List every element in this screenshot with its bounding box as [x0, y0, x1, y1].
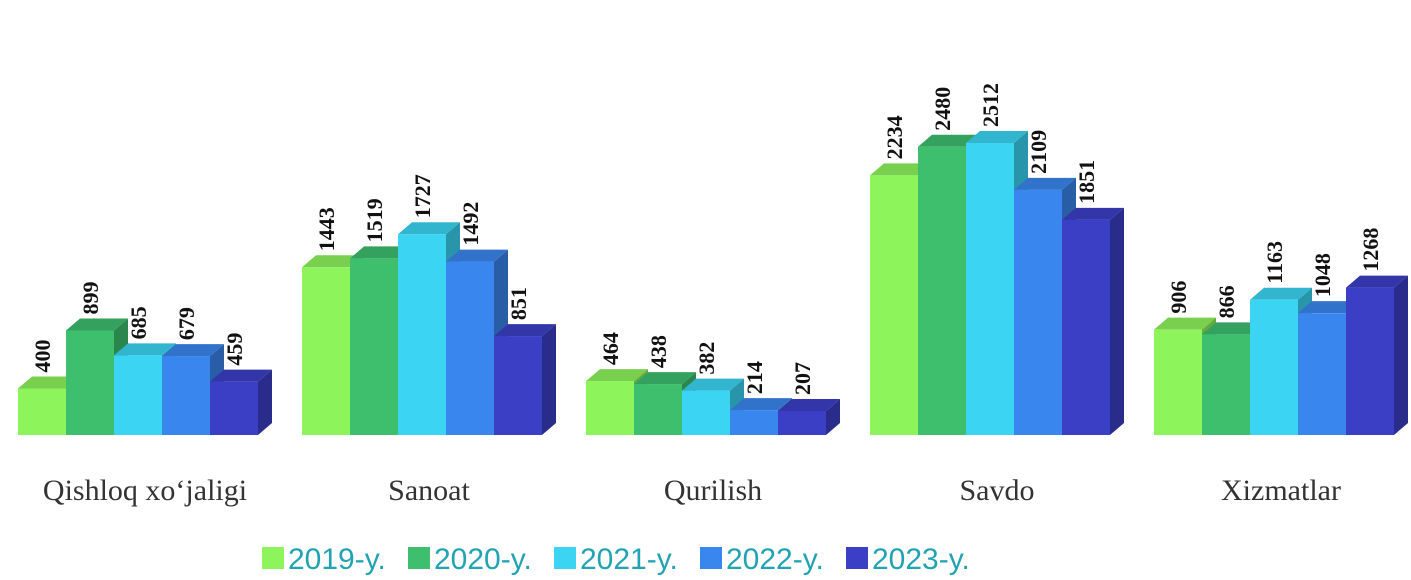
data-label: 1519	[362, 198, 387, 242]
bar-top	[1154, 317, 1216, 330]
bar-top	[634, 372, 696, 385]
bar	[634, 384, 682, 435]
bar	[302, 267, 350, 435]
bar-top	[66, 318, 128, 331]
data-label: 382	[694, 342, 719, 375]
data-label: 1163	[1262, 241, 1287, 284]
bar-top	[1250, 287, 1312, 300]
bar-top	[210, 369, 272, 382]
data-label: 214	[742, 361, 767, 394]
bar-top	[494, 324, 556, 337]
legend-label: 2020-y.	[434, 543, 532, 576]
bar	[966, 143, 1014, 435]
data-label: 1851	[1074, 160, 1099, 204]
bar	[66, 330, 114, 435]
bar	[1250, 299, 1298, 435]
bar-side	[542, 324, 556, 435]
bar-side	[258, 369, 272, 435]
bar	[918, 146, 966, 436]
bar	[210, 381, 258, 435]
data-label: 464	[598, 332, 623, 365]
data-label: 438	[646, 335, 671, 368]
legend-label: 2019-y.	[288, 543, 386, 576]
bar-top	[682, 378, 744, 391]
bar-top	[1202, 322, 1264, 335]
bar	[730, 410, 778, 435]
bar	[162, 356, 210, 435]
bar-top	[1298, 301, 1360, 314]
bar-top	[350, 246, 412, 259]
bar-top	[302, 255, 364, 268]
bar	[114, 355, 162, 435]
bar-side	[1110, 207, 1124, 435]
data-label: 2109	[1026, 130, 1051, 174]
bar-top	[870, 163, 932, 176]
x-tick-label: Sanoat	[388, 474, 470, 507]
legend-label: 2022-y.	[726, 543, 824, 576]
data-label: 851	[506, 287, 531, 320]
bar-top	[1014, 177, 1076, 190]
bar-top	[18, 376, 80, 389]
x-tick-label: Savdo	[960, 474, 1035, 507]
x-tick-label: Xizmatlar	[1221, 474, 1341, 507]
bar-top	[778, 398, 840, 411]
bar	[1202, 334, 1250, 435]
data-label: 2512	[978, 83, 1003, 127]
data-label: 207	[790, 362, 815, 395]
legend-label: 2021-y.	[580, 543, 678, 576]
bar	[1062, 219, 1110, 435]
data-label: 1492	[458, 202, 483, 246]
legend-swatch	[700, 547, 722, 569]
bar	[586, 381, 634, 435]
bar	[1014, 189, 1062, 435]
bar-side	[826, 398, 840, 435]
x-tick-label: Qurilish	[664, 474, 762, 507]
data-label: 685	[126, 306, 151, 339]
bar	[1346, 287, 1394, 435]
data-label: 906	[1166, 281, 1191, 314]
bar	[398, 234, 446, 435]
data-label: 899	[78, 281, 103, 314]
legend-swatch	[846, 547, 868, 569]
bar	[778, 410, 826, 435]
bar	[1298, 313, 1346, 435]
bar-top	[918, 134, 980, 147]
bar-top	[730, 398, 792, 411]
legend-swatch	[262, 547, 284, 569]
bar-top	[966, 131, 1028, 143]
bar	[446, 261, 494, 435]
data-label: 866	[1214, 285, 1239, 318]
bar-top	[1346, 275, 1408, 288]
bar-top	[1062, 207, 1124, 220]
bar-top	[114, 343, 176, 356]
data-label: 2234	[882, 115, 907, 159]
data-label: 679	[174, 307, 199, 340]
bar	[1154, 329, 1202, 435]
bar-top	[398, 222, 460, 235]
bar-top	[162, 344, 224, 357]
data-label: 2480	[930, 87, 955, 131]
bar-top	[586, 369, 648, 382]
legend-swatch	[408, 547, 430, 569]
data-label: 1443	[314, 207, 339, 251]
legend-label: 2023-y.	[872, 543, 970, 576]
data-label: 459	[222, 333, 247, 366]
bar	[18, 388, 66, 435]
bar	[682, 390, 730, 435]
data-label: 1268	[1358, 228, 1383, 272]
data-label: 1727	[410, 174, 435, 218]
data-label: 1048	[1310, 253, 1335, 297]
bar-top	[446, 249, 508, 262]
legend-swatch	[554, 547, 576, 569]
bar	[494, 336, 542, 435]
x-tick-label: Qishloq xo‘jaligi	[43, 474, 247, 507]
bar	[350, 258, 398, 435]
bar-side	[1394, 275, 1408, 435]
bar	[870, 175, 918, 435]
data-label: 400	[30, 340, 55, 373]
